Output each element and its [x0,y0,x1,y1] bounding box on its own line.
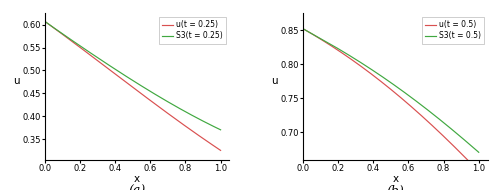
Title: (a): (a) [128,185,146,190]
u(t = 0.25) [112,72,117,75]
u(t = 0.5) [358,65,364,67]
Line: u(t = 0.5): u(t = 0.5) [303,29,478,171]
Line: S3(t = 0.5): S3(t = 0.5) [303,29,478,152]
S3(t = 0.25) [112,68,117,70]
Y-axis label: u: u [272,76,278,86]
S3(t = 0.5) [358,61,364,63]
u(t = 0.25) [170,116,175,118]
u(t = 0.5) [476,170,482,173]
S3(t = 0.5) [321,40,327,42]
u(t = 0.5) [428,123,434,125]
S3(t = 0.25) [218,129,224,131]
S3(t = 0.25) [99,60,105,62]
S3(t = 0.5) [410,98,416,100]
u(t = 0.5) [300,28,306,30]
X-axis label: x: x [392,174,398,184]
S3(t = 0.25) [170,103,175,106]
u(t = 0.25) [168,115,174,117]
Line: S3(t = 0.25): S3(t = 0.25) [45,21,220,130]
S3(t = 0.5) [428,111,434,113]
S3(t = 0.5) [370,69,376,71]
u(t = 0.5) [321,40,327,43]
S3(t = 0.5) [427,111,433,113]
S3(t = 0.25) [152,93,158,96]
S3(t = 0.25) [168,103,174,105]
u(t = 0.25) [152,103,158,105]
X-axis label: x: x [134,174,140,184]
Legend: u(t = 0.25), S3(t = 0.25): u(t = 0.25), S3(t = 0.25) [159,17,226,44]
u(t = 0.25) [63,36,69,38]
Legend: u(t = 0.5), S3(t = 0.5): u(t = 0.5), S3(t = 0.5) [422,17,484,44]
u(t = 0.25) [42,20,48,23]
S3(t = 0.5) [476,151,482,154]
S3(t = 0.25) [42,20,48,23]
u(t = 0.25) [99,63,105,65]
S3(t = 0.5) [300,28,306,30]
S3(t = 0.25) [63,35,69,37]
u(t = 0.5) [427,122,433,124]
Title: (b): (b) [386,185,404,190]
Line: u(t = 0.25): u(t = 0.25) [45,21,220,150]
u(t = 0.5) [370,74,376,76]
u(t = 0.25) [218,149,224,152]
Y-axis label: u: u [14,76,20,86]
u(t = 0.5) [410,108,416,110]
